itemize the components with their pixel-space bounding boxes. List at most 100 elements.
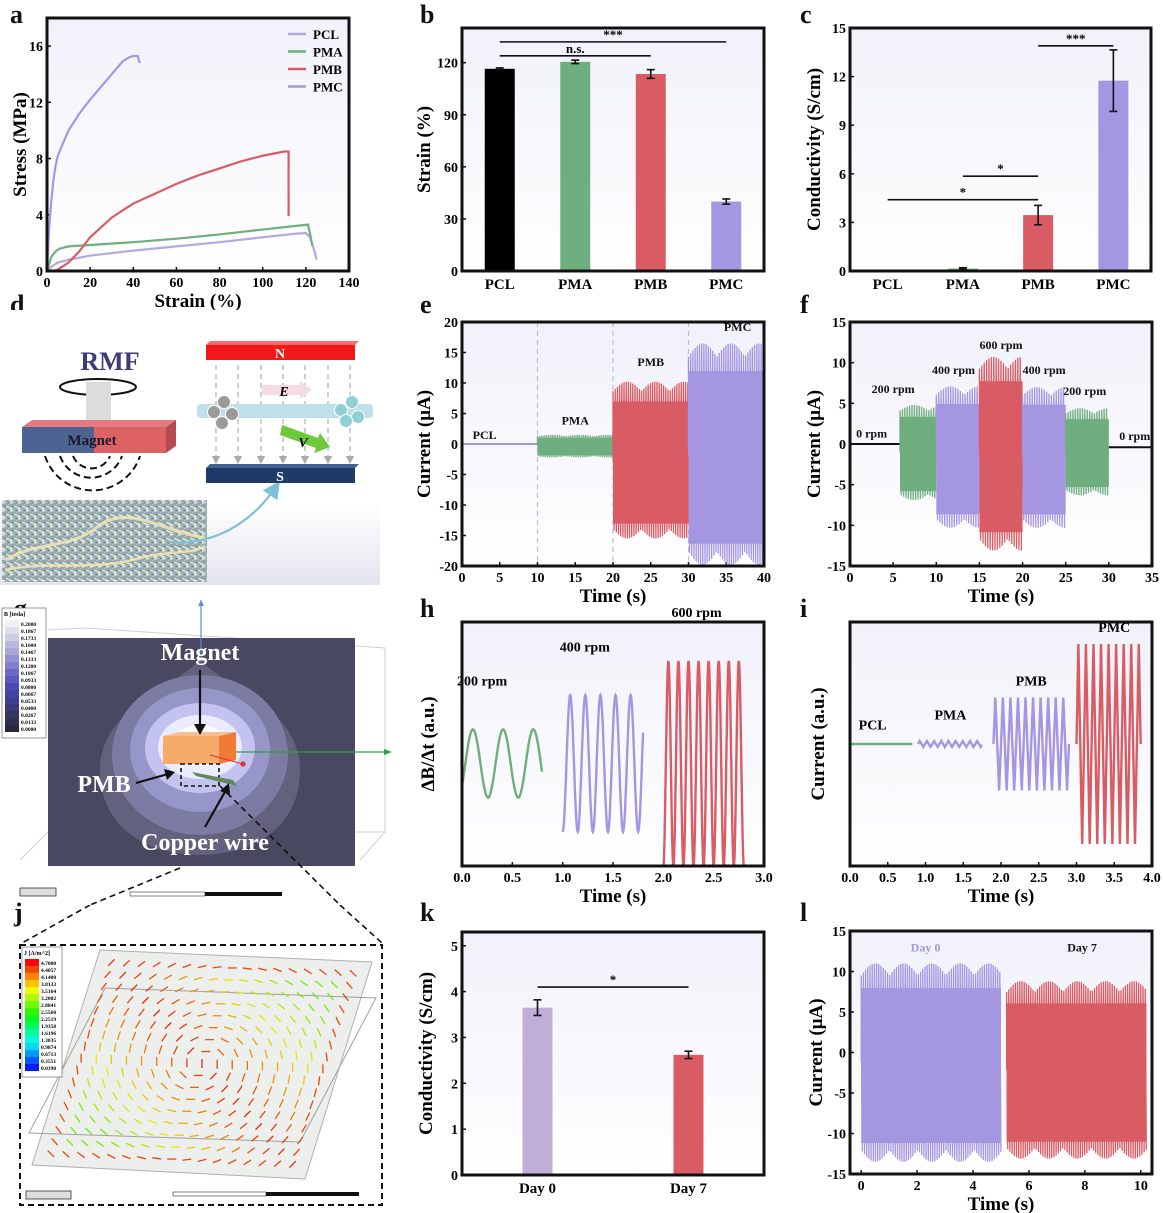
x-tick-label: 30 xyxy=(682,571,696,586)
magnet-annotation: Magnet xyxy=(161,640,240,666)
x-tick-label: 0 xyxy=(44,276,51,291)
series-label: 400 rpm xyxy=(560,640,611,655)
vector-arrow xyxy=(252,1085,258,1095)
y-axis-label: Current (μA) xyxy=(806,998,827,1106)
vector-arrow xyxy=(193,976,203,981)
y-axis-label: ΔB/Δt (a.u.) xyxy=(418,696,439,791)
vector-arrow xyxy=(122,959,131,967)
x-tick-label: 20 xyxy=(606,571,620,586)
vector-arrow xyxy=(130,984,138,992)
category-label: PCL xyxy=(873,277,903,293)
vector-arrow xyxy=(272,1074,276,1084)
y-tick-label: -10 xyxy=(827,519,846,534)
significance-label: * xyxy=(610,972,617,987)
vector-arrow xyxy=(175,1084,184,1090)
x-tick-label: 1.5 xyxy=(604,871,622,886)
vector-arrow xyxy=(283,1086,288,1096)
chart-strain-bar: 0 30 60 90 120 Strain (%) PCL PMA PMB PMC n.s. *** xyxy=(414,26,766,293)
vector-arrow xyxy=(301,1027,307,1036)
vector-arrow xyxy=(243,1014,252,1020)
vector-arrow xyxy=(115,983,123,992)
vector-arrow xyxy=(232,1097,240,1105)
x-tick-label: 30 xyxy=(1102,571,1116,586)
panel-label-c: c xyxy=(800,0,812,29)
vector-arrow xyxy=(247,1098,255,1106)
legend-swatch xyxy=(25,959,39,966)
x-tick-label: 0.0 xyxy=(841,871,859,886)
legend-value: 4.1400 xyxy=(41,975,56,981)
legend-value: 2.8841 xyxy=(41,1003,56,1009)
vector-arrow xyxy=(83,1041,87,1051)
vector-arrow xyxy=(236,1085,243,1094)
legend-swatch xyxy=(5,641,19,648)
vector-arrow xyxy=(294,1099,299,1109)
vector-arrow xyxy=(182,1158,192,1161)
plot-border xyxy=(460,620,766,868)
bar-pma xyxy=(560,61,591,271)
vector-arrow xyxy=(116,1031,121,1041)
x-tick-label: 3.0 xyxy=(755,871,773,886)
vector-arrow xyxy=(223,1026,233,1031)
plot-border xyxy=(848,320,1154,568)
segment-label: Day 7 xyxy=(1067,940,1097,954)
vector-arrow xyxy=(66,1138,74,1147)
y-tick-label: 4 xyxy=(451,986,458,1001)
legend-value: 2.5560 xyxy=(41,1010,56,1016)
legend-swatch xyxy=(25,973,39,980)
vector-arrow xyxy=(302,1075,306,1085)
signal-segment xyxy=(536,434,613,458)
x-tick-label: 6 xyxy=(1025,1179,1032,1194)
legend-value: 4.4057 xyxy=(41,968,56,974)
vector-arrow xyxy=(153,1009,161,1017)
x-axis-label: Time (s) xyxy=(580,886,647,907)
vector-arrow xyxy=(160,986,169,993)
vector-arrow xyxy=(156,1094,165,1102)
category-label: PMC xyxy=(1096,277,1130,293)
vector-arrow xyxy=(98,1042,102,1052)
x-tick-label: 15 xyxy=(972,571,986,586)
x-axis-label: Time (s) xyxy=(968,1194,1035,1213)
vector-arrow xyxy=(295,1051,298,1061)
legend-label: PMA xyxy=(313,45,343,60)
x-tick-label: 80 xyxy=(213,276,227,291)
vector-arrow xyxy=(77,1151,86,1159)
x-tick-label: 3.0 xyxy=(1068,871,1086,886)
y-axis-label: Conductivity (S/cm) xyxy=(804,68,825,231)
vector-arrow xyxy=(212,1158,222,1164)
vector-arrow xyxy=(320,1016,326,1025)
bar-pmc xyxy=(1098,80,1129,272)
vector-arrow xyxy=(107,1153,116,1159)
vector-arrow xyxy=(163,1121,173,1125)
vector-arrow xyxy=(246,1002,256,1008)
vector-arrow xyxy=(258,1159,267,1167)
vector-arrow xyxy=(220,1134,229,1140)
x-tick-label: 120 xyxy=(295,276,316,291)
vector-arrow xyxy=(152,1107,161,1113)
vector-arrow xyxy=(239,1122,248,1130)
velocity-arrow-icon xyxy=(280,425,330,453)
plot-border xyxy=(848,620,1154,868)
vector-arrow xyxy=(148,973,157,980)
x-tick-label: 25 xyxy=(644,571,658,586)
magnet-block xyxy=(163,732,236,764)
vector-arrow xyxy=(193,1024,203,1030)
vector-arrow xyxy=(138,1008,145,1017)
vector-arrow xyxy=(298,1087,303,1097)
segment-label: 400 rpm xyxy=(932,363,975,377)
vector-arrow xyxy=(208,977,218,981)
vector-arrow xyxy=(82,1090,88,1100)
vector-arrow xyxy=(51,1137,59,1146)
vector-arrow xyxy=(163,974,173,981)
vector-arrow xyxy=(143,1044,148,1054)
vector-arrow xyxy=(281,991,290,998)
vector-arrow xyxy=(160,1082,168,1090)
signal-segment xyxy=(1065,408,1109,496)
vector-arrow xyxy=(236,1037,244,1045)
x-tick-label: 0.5 xyxy=(879,871,897,886)
signal-segment xyxy=(860,963,1002,1162)
legend-value: 3.8133 xyxy=(41,982,56,988)
significance-label: * xyxy=(997,161,1004,176)
y-tick-label: 5 xyxy=(839,397,846,412)
vector-arrow xyxy=(197,1013,207,1017)
legend-value: 0.0667 xyxy=(21,692,36,698)
